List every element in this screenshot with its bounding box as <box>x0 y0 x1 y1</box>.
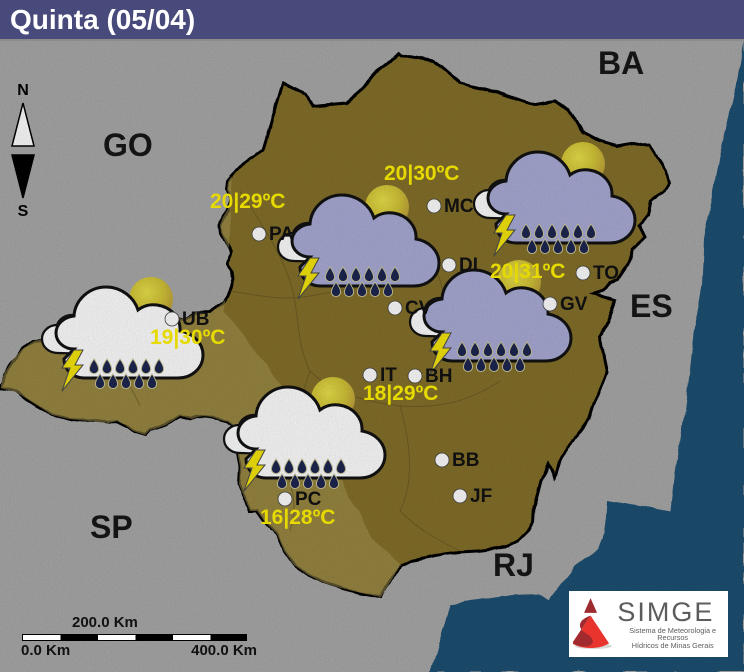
svg-text:PA: PA <box>269 224 294 245</box>
svg-text:CV: CV <box>405 298 432 319</box>
svg-text:GV: GV <box>560 294 588 315</box>
svg-text:S: S <box>18 203 29 220</box>
svg-text:BB: BB <box>452 450 479 471</box>
svg-text:20|29ºC: 20|29ºC <box>210 190 285 213</box>
svg-text:ES: ES <box>630 288 673 324</box>
svg-text:20|31ºC: 20|31ºC <box>490 260 565 283</box>
svg-text:DI: DI <box>459 255 478 276</box>
svg-text:JF: JF <box>470 486 492 507</box>
svg-text:RJ: RJ <box>493 547 534 583</box>
svg-text:SP: SP <box>90 509 133 545</box>
svg-text:20|30ºC: 20|30ºC <box>384 162 459 185</box>
svg-text:19|30ºC: 19|30ºC <box>150 326 225 349</box>
svg-text:MC: MC <box>444 196 474 217</box>
svg-text:BA: BA <box>598 45 644 81</box>
svg-text:16|28ºC: 16|28ºC <box>260 506 335 529</box>
svg-text:TO: TO <box>593 263 619 284</box>
svg-text:18|29ºC: 18|29ºC <box>363 382 438 405</box>
svg-text:N: N <box>17 82 29 99</box>
svg-text:GO: GO <box>103 127 153 163</box>
